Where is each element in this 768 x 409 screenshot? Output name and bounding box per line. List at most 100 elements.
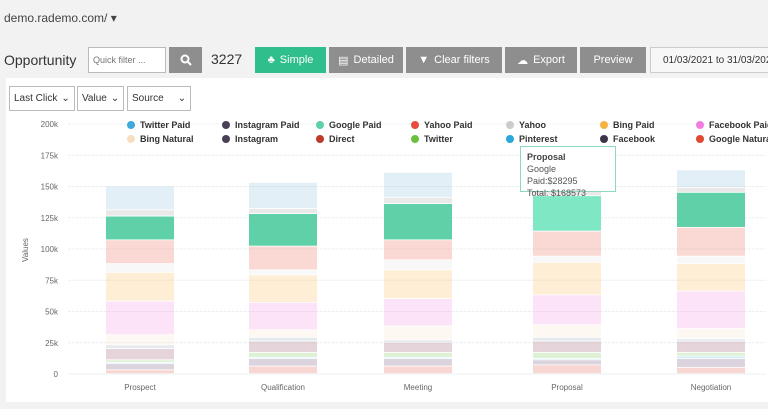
y-tick-label: 100k — [41, 245, 59, 254]
tooltip-series-value: Google Paid:$28295 — [527, 164, 578, 186]
url-bar[interactable]: demo.rademo.com/ ▾ — [4, 11, 117, 25]
x-tick-label: Meeting — [404, 383, 432, 392]
bar-segment — [533, 337, 601, 341]
chevron-down-icon: ⌄ — [110, 93, 120, 104]
legend-item: Bing Natural — [140, 134, 194, 144]
simple-label: Simple — [279, 54, 314, 66]
tooltip-total: Total: $168573 — [527, 188, 587, 198]
bar-segment — [106, 360, 174, 362]
date-range-picker[interactable]: 01/03/2021 to 31/03/2021 — [650, 47, 768, 73]
bar-segment — [384, 260, 452, 270]
legend-marker-icon — [411, 135, 419, 143]
clear-filters-button[interactable]: ▼ Clear filters — [406, 47, 502, 73]
bar-segment — [533, 352, 601, 359]
bar-segment — [249, 209, 317, 214]
search-button[interactable] — [169, 47, 202, 73]
y-tick-label: 25k — [45, 339, 59, 348]
bar-segment — [249, 330, 317, 337]
legend-item: Instagram Paid — [235, 120, 300, 130]
bar-segment — [677, 359, 745, 367]
bar-segment — [106, 349, 174, 360]
y-tick-label: 0 — [54, 370, 59, 379]
clear-filters-label: Clear filters — [434, 54, 490, 66]
export-label: Export — [533, 54, 565, 66]
legend-marker-icon — [600, 135, 608, 143]
bar-segment — [249, 182, 317, 209]
bar-segment — [533, 325, 601, 337]
legend-marker-icon — [316, 135, 324, 143]
bar-segment — [533, 359, 601, 360]
bar-segment — [677, 339, 745, 341]
bar-segment — [106, 264, 174, 272]
bar-segment — [106, 216, 174, 240]
y-tick-label: 175k — [41, 151, 59, 160]
simple-button[interactable]: ♣ Simple — [255, 47, 326, 73]
legend-marker-icon — [222, 135, 230, 143]
y-tick-label: 200k — [41, 120, 59, 129]
bar-segment — [677, 170, 745, 187]
bar-segment — [106, 335, 174, 345]
bar-segment — [533, 262, 601, 295]
bar-segment — [249, 366, 317, 374]
chevron-down-icon: ⌄ — [177, 93, 187, 104]
tooltip-title: Proposal — [527, 152, 566, 162]
bar-segment — [384, 270, 452, 299]
bar-segment — [677, 256, 745, 264]
bar-segment — [106, 186, 174, 210]
legend-marker-icon — [696, 135, 704, 143]
bar-segment — [677, 187, 745, 192]
bar-segment — [533, 295, 601, 325]
page-title: Opportunity — [4, 52, 77, 68]
bar-segment — [106, 362, 174, 364]
bar-segment — [677, 341, 745, 352]
legend-marker-icon — [506, 135, 514, 143]
bar-segment — [106, 272, 174, 301]
detailed-label: Detailed — [353, 54, 394, 66]
legend-item: Facebook Paid — [709, 120, 768, 130]
preview-button[interactable]: Preview — [580, 47, 646, 73]
bar-segment — [677, 356, 745, 359]
legend-marker-icon — [127, 121, 135, 129]
url-text: demo.rademo.com/ — [4, 11, 108, 25]
legend-marker-icon — [411, 121, 419, 129]
bar-segment — [677, 227, 745, 256]
bar-segment — [384, 366, 452, 374]
x-tick-label: Qualification — [261, 383, 305, 392]
x-tick-label: Prospect — [124, 383, 156, 392]
bar-segment — [533, 231, 601, 256]
bar-segment — [533, 365, 601, 374]
bar-segment — [249, 357, 317, 359]
search-icon — [180, 54, 192, 66]
metric-select[interactable]: Value ⌄ — [77, 86, 125, 111]
share-icon: ♣ — [267, 54, 275, 66]
bar-segment — [249, 337, 317, 341]
tooltip: Proposal Google Paid:$28295 Total: $1685… — [520, 146, 616, 198]
quick-filter-input[interactable] — [88, 47, 166, 73]
bar-segment — [384, 352, 452, 357]
legend-item: Bing Paid — [613, 120, 655, 130]
bar-segment — [677, 352, 745, 356]
metric-value: Value — [82, 93, 107, 104]
legend-item: Twitter Paid — [140, 120, 190, 130]
export-button[interactable]: ☁ Export — [505, 47, 577, 73]
group-select[interactable]: Source ⌄ — [127, 86, 192, 111]
bar-segment — [533, 256, 601, 262]
x-tick-label: Proposal — [551, 383, 583, 392]
chart-panel — [6, 78, 768, 402]
bar-segment — [384, 340, 452, 342]
group-value: Source — [132, 93, 164, 104]
legend-marker-icon — [127, 135, 135, 143]
bar-segment — [384, 357, 452, 359]
legend-item: Yahoo — [519, 120, 547, 130]
bar-segment — [384, 172, 452, 197]
attribution-value: Last Click — [14, 93, 58, 104]
detailed-button[interactable]: ▤ Detailed — [329, 47, 403, 73]
bar-segment — [677, 264, 745, 291]
legend-item: Twitter — [424, 134, 453, 144]
bar-segment — [677, 192, 745, 227]
toolbar: Opportunity 3227 ♣ Simple ▤ Detailed ▼ Clea… — [0, 46, 768, 74]
legend-marker-icon — [222, 121, 230, 129]
attribution-select[interactable]: Last Click ⌄ — [9, 86, 75, 111]
legend-item: Direct — [329, 134, 355, 144]
